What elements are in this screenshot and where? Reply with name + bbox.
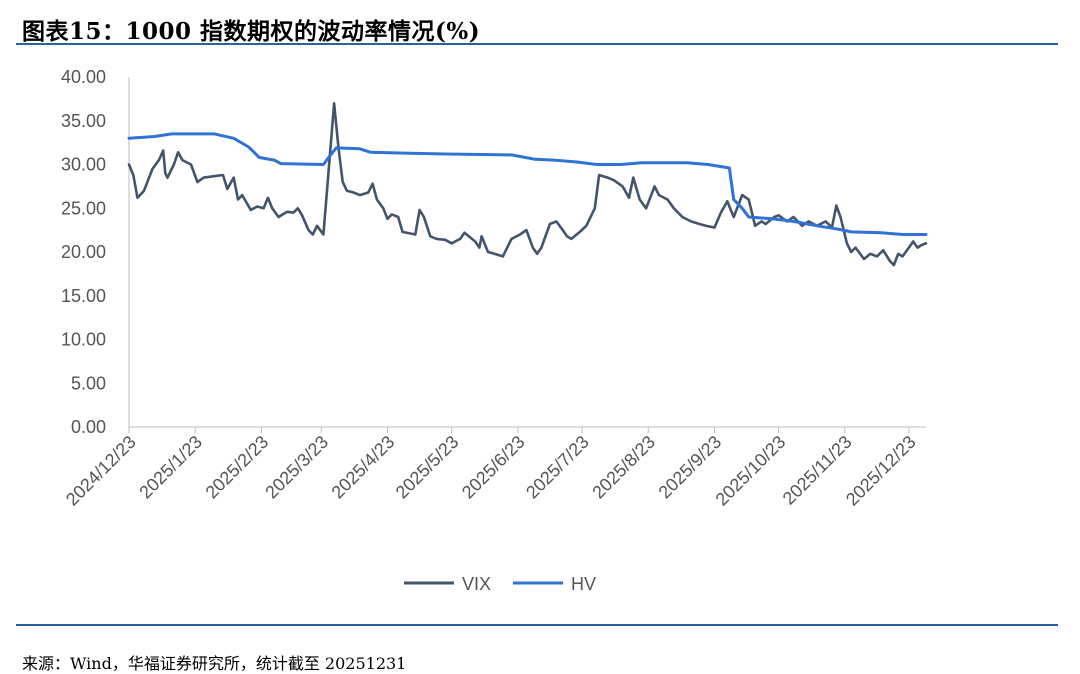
legend-label-hv: HV	[571, 574, 596, 594]
x-tick-label: 2025/12/23	[842, 432, 920, 510]
series-lines	[127, 102, 928, 267]
x-tick-label: 2025/3/23	[261, 432, 332, 503]
legend-label-vix: VIX	[462, 574, 491, 594]
x-tick-label: 2025/8/23	[588, 432, 659, 503]
x-tick-label: 2025/6/23	[458, 432, 529, 503]
x-tick-label: 2024/12/23	[62, 432, 140, 510]
y-tick-label: 15.00	[61, 286, 106, 306]
legend: VIX HV	[404, 574, 596, 594]
y-tick-label: 25.00	[61, 198, 106, 218]
y-tick-label: 30.00	[61, 155, 106, 175]
y-tick-label: 20.00	[61, 242, 106, 262]
chart-title: 图表15：1000 指数期权的波动率情况(%)	[22, 18, 481, 45]
x-tick-label: 2025/4/23	[328, 432, 399, 503]
y-tick-label: 10.00	[61, 330, 106, 350]
series-line-vix	[127, 102, 928, 267]
x-tick-label: 2025/10/23	[712, 432, 790, 510]
bottom-rule	[16, 624, 1058, 626]
x-tick-label: 2025/2/23	[202, 432, 273, 503]
y-tick-label: 5.00	[71, 373, 106, 393]
source-note: 来源：Wind，华福证券研究所，统计截至 20251231	[22, 654, 407, 673]
x-tick-label: 2025/1/23	[135, 432, 206, 503]
top-rule	[16, 43, 1058, 45]
y-tick-label: 35.00	[61, 111, 106, 131]
y-axis-labels: 0.00 5.00 10.00 15.00 20.00 25.00 30.00 35.00 40…	[61, 67, 106, 437]
x-tick-label: 2025/5/23	[392, 432, 463, 503]
x-tick-label: 2025/7/23	[522, 432, 593, 503]
x-axis-labels: 2024/12/232025/1/232025/2/232025/3/23202…	[62, 432, 920, 510]
x-axis-ticks	[128, 427, 910, 433]
series-line-hv	[127, 132, 928, 236]
y-tick-label: 0.00	[71, 417, 106, 437]
y-tick-label: 40.00	[61, 67, 106, 87]
